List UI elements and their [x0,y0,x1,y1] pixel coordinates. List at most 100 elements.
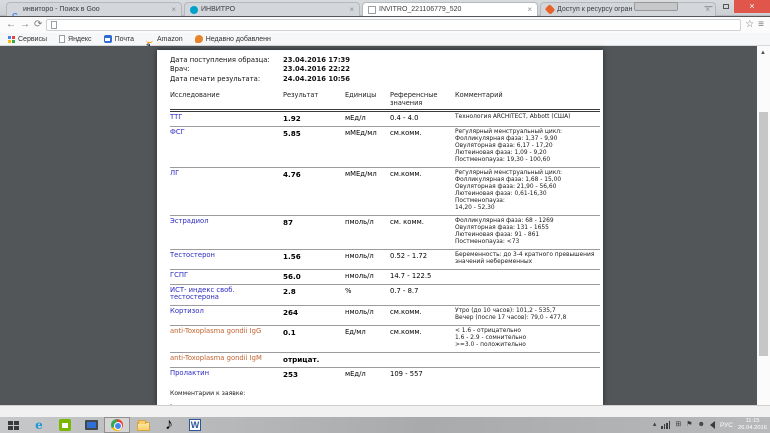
itunes-icon[interactable]: ♪ [165,416,173,433]
test-name-link[interactable]: Тестостерон [170,250,215,259]
clock-time: 11:15 [745,418,760,425]
test-name-link[interactable]: Эстрадиол [170,216,209,225]
browser-tab[interactable]: инвиторо - Поиск в Goo × [6,2,182,16]
tab-close-icon[interactable]: × [171,4,176,14]
meta-row: Дата поступления образца: 23.04.2016 17:… [170,56,600,65]
clock[interactable]: 11:15 26.04.2016 [738,418,767,432]
comments-label: Комментарии к заявке: [170,390,246,398]
display-icon[interactable] [78,417,104,433]
flag-icon[interactable]: ⚑ [686,421,693,428]
bookmark-item[interactable]: Сервисы [8,35,47,43]
refresh-icon[interactable]: ⟳ [34,19,43,30]
pdf-viewer: Дата поступления образца: 23.04.2016 17:… [0,46,770,405]
browser-tab[interactable]: INVITRO_221106779_520 × [362,2,538,16]
results-tbody: ТТГ 1.92 мЕд/л 0.4 - 4.0 Технология ARCH… [170,111,600,382]
word-icon[interactable]: W [189,419,201,431]
test-name-link[interactable]: ИСТ- индекс своб. тестостерона [170,285,235,302]
table-row: Пролактин 253 мЕд/л 109 - 557 [170,367,600,383]
language-indicator[interactable]: РУС [719,421,733,429]
grid-icon[interactable]: ⊞ [675,421,682,428]
test-name-link[interactable]: Кортизол [170,307,204,316]
internet-explorer-icon[interactable]: e [35,418,43,432]
minimize-button[interactable]: — [704,2,713,11]
tab-favicon-icon [12,6,20,14]
test-reference: 14.7 - 122.5 [390,271,432,280]
test-name-link[interactable]: ФСГ [170,128,185,137]
tab-favicon-icon [368,5,376,14]
column-header: Комментарий [455,91,503,100]
test-reference [390,353,455,368]
tab-close-icon[interactable]: × [705,4,710,14]
start-button[interactable] [0,417,26,433]
store-icon[interactable] [52,417,78,433]
bookmark-item[interactable]: Почта [103,35,134,43]
browser-tab[interactable]: Доступ к ресурсу огран × [540,2,716,16]
test-units: нмоль/л [345,308,374,317]
system-tray: ▴ ⊞ ⚑ ☻ РУС 11:15 26.04.2016 [653,417,770,433]
maximize-button[interactable] [717,0,734,13]
forward-icon[interactable]: → [20,19,30,30]
file-explorer-icon[interactable] [130,417,156,433]
test-result: 87 [283,217,294,227]
bookmark-item[interactable]: Яндекс [59,35,92,43]
address-bar[interactable] [46,19,742,31]
test-comment [455,353,600,368]
test-result: 56.0 [283,271,301,281]
horizontal-scrollbar[interactable] [0,405,770,417]
menu-icon[interactable]: ≡ [758,19,764,30]
tab-favicon-icon [190,5,198,14]
title-bar-chip[interactable] [634,2,678,11]
test-reference: см.комм. [390,129,422,138]
network-icon[interactable] [661,421,671,429]
test-units: нмоль/л [345,271,374,280]
document-page: Дата поступления образца: 23.04.2016 17:… [157,50,603,405]
back-icon[interactable]: ← [6,19,16,30]
clock-date: 26.04.2016 [737,425,767,431]
scroll-up-icon[interactable]: ▲ [760,50,766,56]
browser-tab[interactable]: ИНВИТРО × [184,2,360,16]
bookmarks-bar: Сервисы Яндекс Почта Amazon Недавно доба… [0,33,770,46]
test-name-link[interactable]: ЛГ [170,168,180,177]
test-comment [455,368,600,383]
test-name-link[interactable]: ТТГ [170,113,183,122]
test-name-link[interactable]: Пролактин [170,369,210,378]
test-units: мМЕд/мл [345,129,377,138]
table-row: anti-Toxoplasma gondii IgG 0.1 Ед/мл см.… [170,325,600,353]
chrome-icon[interactable] [104,417,130,433]
vertical-scrollbar[interactable]: ▲ [757,46,770,405]
table-row: ИСТ- индекс своб. тестостерона 2.8 % 0.7… [170,284,600,306]
bookmark-item[interactable]: Amazon [146,35,183,43]
bookmark-star-icon[interactable]: ☆ [745,19,755,30]
test-comment: Регулярный менструальный цикл: Фолликуля… [455,129,563,163]
test-reference: см.комм. [390,169,422,178]
test-result: отрицат. [283,355,320,365]
volume-icon[interactable] [709,421,715,429]
meta-value: 23.04.2016 22:22 [283,65,350,74]
close-button[interactable]: × [734,0,770,13]
test-name-link[interactable]: anti-Toxoplasma gondii IgM [170,354,262,363]
tab-close-icon[interactable]: × [527,4,532,14]
test-comment: < 1.6 - отрицательно 1.6 - 2.9 - сомните… [455,328,527,349]
test-units: мЕд/л [345,370,366,379]
test-name-link[interactable]: ГСПГ [170,270,189,279]
meta-row: Врач: 23.04.2016 22:22 [170,65,600,74]
tab-close-icon[interactable]: × [349,4,354,14]
bookmark-favicon-icon [146,35,154,43]
bookmark-item[interactable]: Недавно добавленн [194,35,271,43]
bookmark-label: Amazon [157,35,183,43]
test-reference: 0.52 - 1.72 [390,251,428,260]
test-result: 264 [283,308,299,318]
column-header: Исследование [170,91,220,100]
test-name-link[interactable]: anti-Toxoplasma gondii IgG [170,327,262,336]
test-comment [455,284,600,306]
test-units: пмоль/л [345,217,374,226]
test-units [345,353,390,368]
test-units: мЕд/л [345,114,366,123]
test-units: мМЕд/мл [345,169,377,178]
scrollbar-thumb[interactable] [759,112,768,356]
table-row: ФСГ 5.85 мМЕд/мл см.комм. Регулярный мен… [170,126,600,168]
hidden-icons-icon[interactable]: ▴ [652,421,657,428]
window-controls: — × [700,0,770,13]
contacts-icon[interactable]: ☻ [697,421,705,428]
table-row: ТТГ 1.92 мЕд/л 0.4 - 4.0 Технология ARCH… [170,111,600,127]
